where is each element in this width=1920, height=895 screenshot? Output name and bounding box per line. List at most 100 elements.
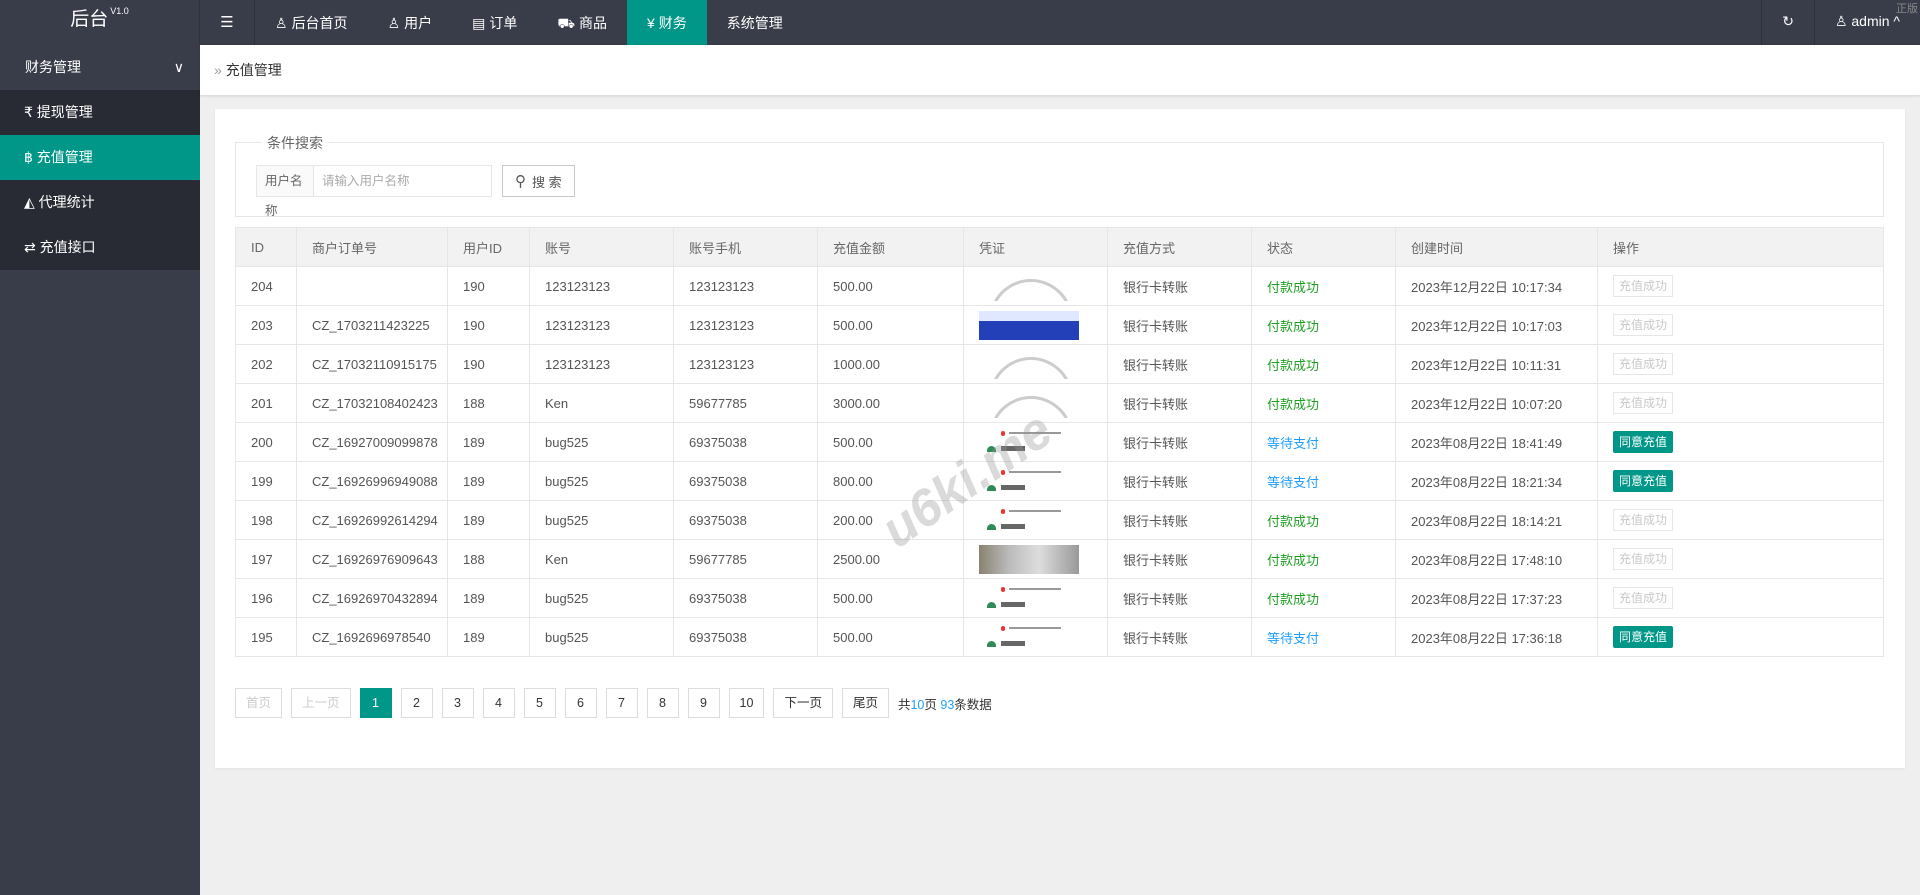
- cell-uid: 189: [447, 500, 530, 540]
- cell-voucher: [963, 500, 1108, 540]
- sidebar-item-1[interactable]: ฿ 充值管理: [0, 135, 200, 180]
- cell-status: 付款成功: [1251, 539, 1396, 579]
- cell-account: 123123123: [529, 266, 674, 306]
- receipt-detail: [1001, 430, 1005, 436]
- page-button[interactable]: 10: [728, 688, 765, 718]
- approve-button[interactable]: 同意充值: [1613, 626, 1674, 648]
- logo: 后台 V1.0: [0, 0, 200, 45]
- sidebar-item-2[interactable]: ◭ 代理统计: [0, 180, 200, 225]
- page-button[interactable]: 5: [523, 688, 556, 718]
- prev-page-button[interactable]: 上一页: [291, 688, 351, 718]
- column-header: 商户订单号: [296, 227, 448, 267]
- nav-item-label: 订单: [489, 14, 518, 31]
- status-badge: 付款成功: [1267, 318, 1320, 334]
- recharged-button: 充值成功: [1613, 587, 1674, 609]
- user-menu[interactable]: ♙ admin ^: [1813, 0, 1920, 45]
- page-button[interactable]: 4: [482, 688, 515, 718]
- voucher-thumbnail[interactable]: [979, 544, 1079, 574]
- cell-phone: 123123123: [673, 344, 818, 384]
- cell-voucher: [963, 383, 1108, 423]
- next-page-button[interactable]: 下一页: [773, 688, 833, 718]
- sidebar-item-0[interactable]: ₹ 提现管理: [0, 90, 200, 135]
- last-page-button[interactable]: 尾页: [841, 688, 889, 718]
- page-button[interactable]: 2: [400, 688, 433, 718]
- cell-voucher: [963, 344, 1108, 384]
- cell-id: 204: [235, 266, 297, 306]
- sidebar-item-3[interactable]: ⇄ 充值接口: [0, 225, 200, 270]
- cell-time: 2023年12月22日 10:11:31: [1395, 344, 1598, 384]
- first-page-button[interactable]: 首页: [235, 688, 283, 718]
- cell-order: CZ_16927009099878: [296, 422, 448, 462]
- approve-button[interactable]: 同意充值: [1613, 431, 1674, 453]
- sidebar: 财务管理 ∨ ₹ 提现管理฿ 充值管理 ◭ 代理统计 ⇄ 充值接口: [0, 45, 200, 895]
- refresh-icon[interactable]: ↻: [1761, 0, 1814, 45]
- cell-method: 银行卡转账: [1107, 344, 1252, 384]
- cell-voucher: [963, 539, 1108, 579]
- cell-action: 同意充值: [1597, 461, 1884, 501]
- search-button[interactable]: ⚲ 搜 索: [502, 165, 575, 197]
- cell-uid: 189: [447, 578, 530, 618]
- cell-voucher: [963, 578, 1108, 618]
- menu-toggle-icon[interactable]: ☰: [200, 0, 255, 45]
- yen-icon: ¥: [646, 14, 655, 31]
- cell-id: 200: [235, 422, 297, 462]
- nav-item-4[interactable]: ¥ 财务: [626, 0, 707, 45]
- page-button[interactable]: 1: [359, 688, 392, 718]
- page-button[interactable]: 6: [564, 688, 597, 718]
- total-pages: 10: [910, 697, 925, 712]
- sidebar-item-label: 充值接口: [39, 239, 96, 255]
- pagination: 首页 上一页 1 2 3 4 5 6 7 8 9 10 下一页 尾页 共10页 93条数据: [235, 688, 992, 718]
- cell-time: 2023年08月22日 17:48:10: [1395, 539, 1598, 579]
- nav-item-2[interactable]: ▤ 订单: [452, 0, 537, 45]
- cell-amount: 500.00: [817, 266, 964, 306]
- cell-order: CZ_1703211423225: [296, 305, 448, 345]
- nav-item-3[interactable]: ⛟ 商品: [537, 0, 627, 45]
- cell-voucher: [963, 617, 1108, 657]
- voucher-thumbnail[interactable]: [979, 506, 1079, 535]
- recharged-button: 充值成功: [1613, 275, 1674, 297]
- voucher-thumbnail[interactable]: [979, 467, 1079, 496]
- status-badge: 付款成功: [1267, 279, 1320, 295]
- voucher-thumbnail[interactable]: [979, 584, 1079, 613]
- page-button[interactable]: 8: [646, 688, 679, 718]
- table-row: 201 CZ_17032108402423 188 Ken 59677785 3000.0…: [235, 383, 1884, 423]
- cell-status: 等待支付: [1251, 617, 1396, 657]
- voucher-thumbnail[interactable]: [979, 272, 1079, 301]
- version-label: V1.0: [110, 6, 129, 16]
- nav-item-1[interactable]: ♙ 用户: [368, 0, 453, 45]
- nav-item-5[interactable]: 系统管理: [707, 0, 803, 45]
- voucher-thumbnail[interactable]: [979, 623, 1079, 652]
- sidebar-group-finance[interactable]: 财务管理 ∨: [0, 45, 200, 90]
- voucher-thumbnail[interactable]: [979, 389, 1079, 418]
- voucher-thumbnail[interactable]: [979, 350, 1079, 379]
- cell-account: bug525: [529, 422, 674, 462]
- user-icon: ♙: [1834, 13, 1848, 29]
- cell-phone: 59677785: [673, 383, 818, 423]
- approve-button[interactable]: 同意充值: [1613, 470, 1674, 492]
- cell-status: 等待支付: [1251, 461, 1396, 501]
- status-badge: 付款成功: [1267, 591, 1320, 607]
- username: admin: [1851, 13, 1890, 29]
- receipt-detail: [1009, 470, 1061, 473]
- cell-voucher: [963, 305, 1108, 345]
- cell-uid: 189: [447, 422, 530, 462]
- recharged-button: 充值成功: [1613, 548, 1674, 570]
- receipt-detail: [1001, 586, 1005, 592]
- column-header: 操作: [1597, 227, 1884, 267]
- username-input[interactable]: [314, 166, 491, 196]
- table-row: 196 CZ_16926970432894 189 bug525 69375038 500…: [235, 578, 1884, 618]
- page-button[interactable]: 7: [605, 688, 638, 718]
- cell-phone: 69375038: [673, 500, 818, 540]
- recharged-button: 充值成功: [1613, 509, 1674, 531]
- page-button[interactable]: 9: [687, 688, 720, 718]
- corner-text: 正版: [1896, 3, 1918, 15]
- voucher-thumbnail[interactable]: [979, 428, 1079, 457]
- cell-id: 195: [235, 617, 297, 657]
- cell-order: CZ_1692696978540: [296, 617, 448, 657]
- table-row: 198 CZ_16926992614294 189 bug525 69375038 200…: [235, 500, 1884, 540]
- page-button[interactable]: 3: [441, 688, 474, 718]
- voucher-thumbnail[interactable]: [979, 310, 1079, 340]
- nav-item-0[interactable]: ♙ 后台首页: [255, 0, 368, 45]
- cell-method: 银行卡转账: [1107, 266, 1252, 306]
- cell-method: 银行卡转账: [1107, 383, 1252, 423]
